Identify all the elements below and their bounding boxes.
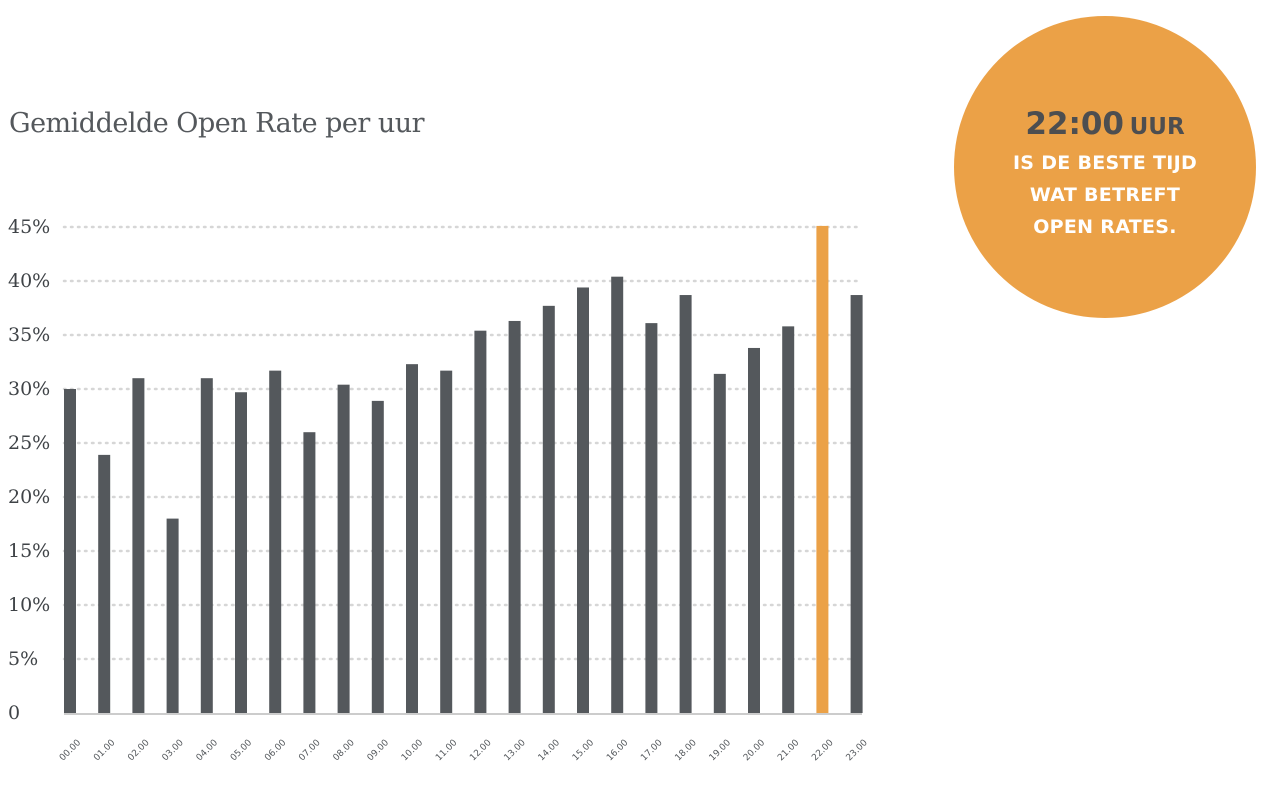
bar-05-00 — [235, 392, 247, 713]
y-tick-label: 5% — [8, 648, 38, 670]
bar-21-00 — [782, 326, 795, 713]
y-tick-label: 15% — [8, 540, 50, 562]
callout-line-3: OPEN RATES. — [1033, 216, 1177, 238]
bar-00-00 — [64, 389, 76, 713]
x-tick-label: 11.00 — [434, 738, 459, 763]
x-tick-label: 07.00 — [297, 738, 322, 763]
bar-11-00 — [440, 370, 453, 713]
y-tick-label: 45% — [8, 216, 50, 238]
bars — [64, 225, 863, 714]
bar-19-00 — [713, 373, 726, 713]
x-tick-label: 17.00 — [639, 738, 664, 763]
x-tick-label: 21.00 — [776, 738, 801, 763]
bar-01-00 — [98, 454, 111, 713]
x-tick-label: 09.00 — [366, 738, 391, 763]
bar-14-00 — [542, 305, 555, 713]
bar-20-00 — [748, 347, 760, 713]
y-tick-label: 40% — [8, 270, 50, 292]
x-tick-label: 04.00 — [195, 738, 220, 763]
x-tick-label: 19.00 — [708, 738, 733, 763]
bar-22-00 — [816, 225, 829, 714]
callout-line-1: IS DE BESTE TIJD — [1012, 152, 1198, 174]
bar-06-00 — [269, 370, 282, 713]
x-tick-label: 18.00 — [674, 738, 699, 763]
x-tick-label: 10.00 — [400, 738, 425, 763]
callout-headline: 22:00 UUR — [1025, 106, 1184, 147]
bar-09-00 — [371, 400, 384, 713]
bar-10-00 — [406, 364, 418, 713]
x-tick-label: 08.00 — [332, 738, 357, 763]
bar-02-00 — [132, 378, 145, 713]
x-tick-label: 12.00 — [468, 738, 493, 763]
x-axis-tick-labels: 00.00 01.00 02.00 03.00 04.00 05.00 06.00 07.00… — [58, 738, 870, 763]
x-tick-label: 13.00 — [503, 738, 528, 763]
bar-07-00 — [303, 432, 316, 713]
x-tick-label: 14.00 — [537, 738, 562, 763]
x-tick-label: 03.00 — [161, 738, 186, 763]
y-tick-label: 25% — [8, 432, 50, 454]
x-tick-label: 01.00 — [92, 738, 117, 763]
x-tick-label: 15.00 — [571, 738, 596, 763]
x-tick-label: 20.00 — [742, 738, 767, 763]
x-tick-label: 00.00 — [58, 738, 83, 763]
grid-lines — [62, 225, 864, 661]
bar-08-00 — [337, 384, 350, 713]
bar-04-00 — [200, 378, 213, 713]
y-tick-label: 30% — [8, 378, 50, 400]
x-tick-label: 02.00 — [126, 738, 151, 763]
y-tick-label: 10% — [8, 594, 50, 616]
y-axis-tick-labels: 0 5% 10% 15% 20% 25% 30% 35% 40% 45% — [8, 216, 50, 724]
x-tick-label: 16.00 — [605, 738, 630, 763]
bar-15-00 — [577, 287, 589, 713]
y-tick-label: 0 — [8, 702, 20, 724]
best-time-callout: 22:00 UUR IS DE BESTE TIJD WAT BETREFT O… — [954, 16, 1256, 318]
x-tick-label: 22.00 — [810, 738, 835, 763]
x-tick-label: 06.00 — [263, 738, 288, 763]
callout-unit: UUR — [1129, 114, 1185, 140]
y-tick-label: 35% — [8, 324, 50, 346]
callout-hour: 22:00 — [1025, 106, 1125, 142]
bar-17-00 — [645, 323, 658, 713]
chart-title: Gemiddelde Open Rate per uur — [9, 108, 425, 139]
bar-16-00 — [611, 276, 624, 713]
bar-03-00 — [166, 518, 179, 713]
x-tick-label: 05.00 — [229, 738, 254, 763]
bar-13-00 — [508, 320, 521, 713]
y-tick-label: 20% — [8, 486, 50, 508]
x-tick-label: 23.00 — [845, 738, 870, 763]
bar-23-00 — [850, 295, 863, 713]
callout-line-2: WAT BETREFT — [1029, 184, 1181, 206]
bar-12-00 — [474, 330, 487, 713]
bar-18-00 — [679, 295, 692, 713]
